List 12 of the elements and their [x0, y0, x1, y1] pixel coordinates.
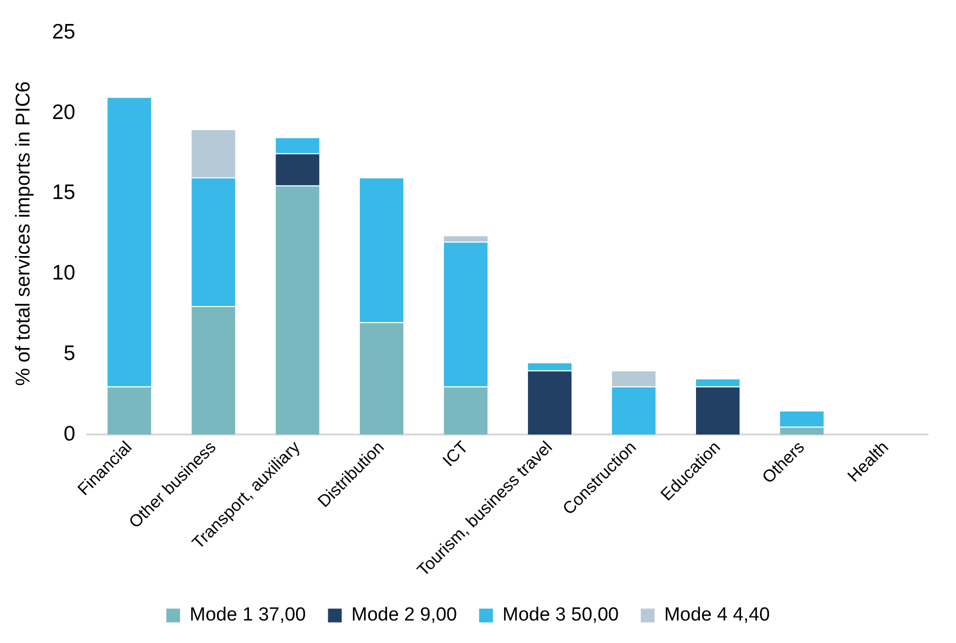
y-tick-label: 0 [64, 422, 76, 446]
y-tick-label: 25 [52, 20, 76, 44]
y-tick-label: 20 [52, 100, 76, 124]
legend-label: Mode 3 50,00 [502, 604, 619, 626]
y-tick-label: 15 [52, 181, 76, 204]
legend-label: Mode 1 37,00 [190, 604, 306, 626]
y-axis-title: % of total services imports in PIC6 [12, 81, 35, 386]
x-tick-label: ICT [438, 438, 472, 470]
y-tick-label: 10 [52, 262, 76, 285]
legend-label: Mode 2 9,00 [351, 604, 458, 626]
legend-label: Mode 4 4,40 [664, 604, 770, 626]
y-tick-label: 5 [64, 342, 76, 366]
